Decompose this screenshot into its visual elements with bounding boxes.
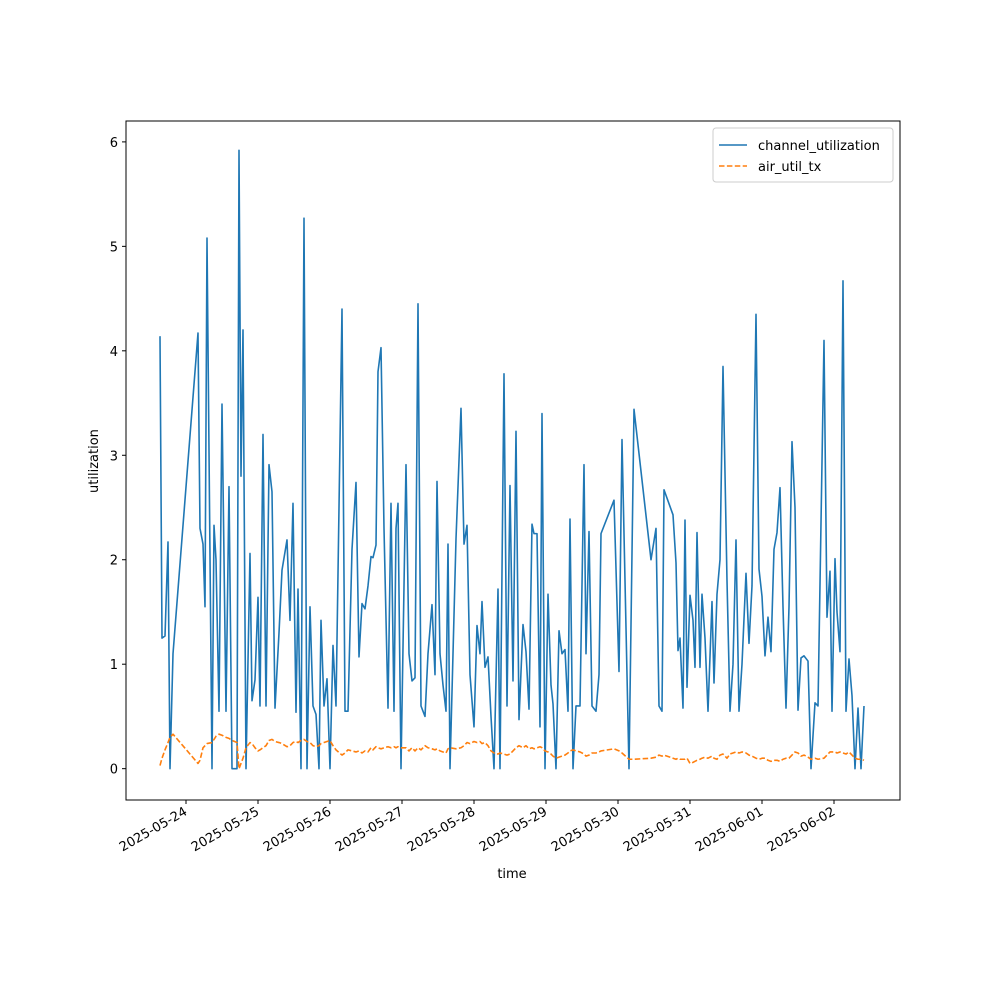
y-tick-label: 6 [110,136,118,151]
series-line [159,149,865,770]
legend-box [712,127,894,183]
y-tick-label: 5 [110,240,118,255]
legend-label: air_util_tx [758,160,822,175]
y-axis-label: utilization [87,429,102,493]
y-tick-label: 0 [110,763,118,778]
y-tick-label: 2 [110,554,118,569]
plot-frame [125,120,901,801]
x-axis-label: time [497,867,526,882]
y-tick-label: 4 [110,345,118,360]
series-line [159,733,865,770]
legend-label: channel_utilization [758,139,880,154]
y-tick-label: 3 [110,449,118,464]
y-tick-label: 1 [110,658,118,673]
